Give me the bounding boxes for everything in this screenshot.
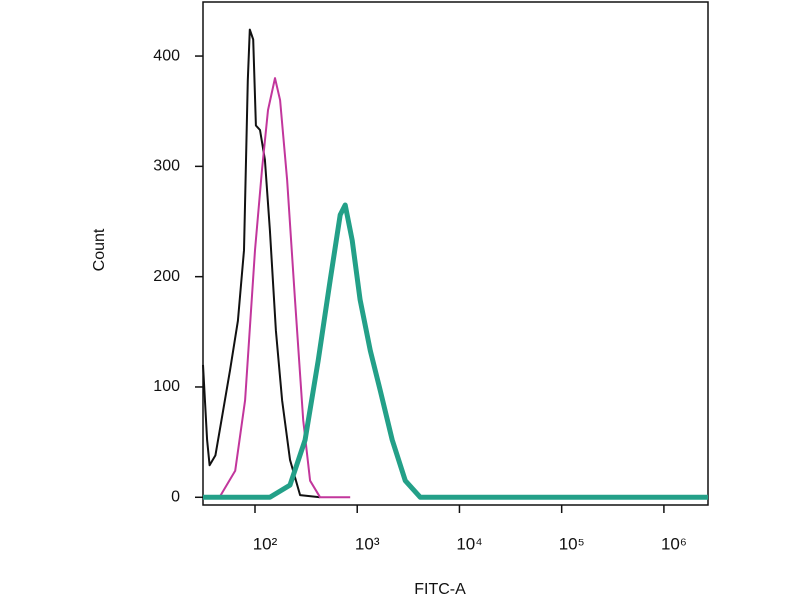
series-line (203, 77, 351, 499)
y-axis-label: Count (91, 228, 108, 271)
x-tick-label: 10³ (355, 534, 380, 553)
y-tick-label: 100 (153, 378, 180, 395)
series-line (202, 28, 321, 499)
y-tick-label: 400 (153, 47, 180, 64)
x-tick-label: 10⁶ (661, 534, 687, 553)
y-tick-label: 200 (153, 268, 180, 285)
y-tick-label: 0 (171, 488, 180, 505)
x-tick-label: 10² (253, 534, 278, 553)
x-axis-label: FITC-A (414, 581, 466, 598)
x-tick-label: 10⁵ (559, 534, 585, 553)
plot-frame (202, 1, 709, 506)
x-tick-label: 10⁴ (456, 534, 482, 553)
series-line (203, 202, 708, 500)
y-tick-label: 300 (153, 158, 180, 175)
